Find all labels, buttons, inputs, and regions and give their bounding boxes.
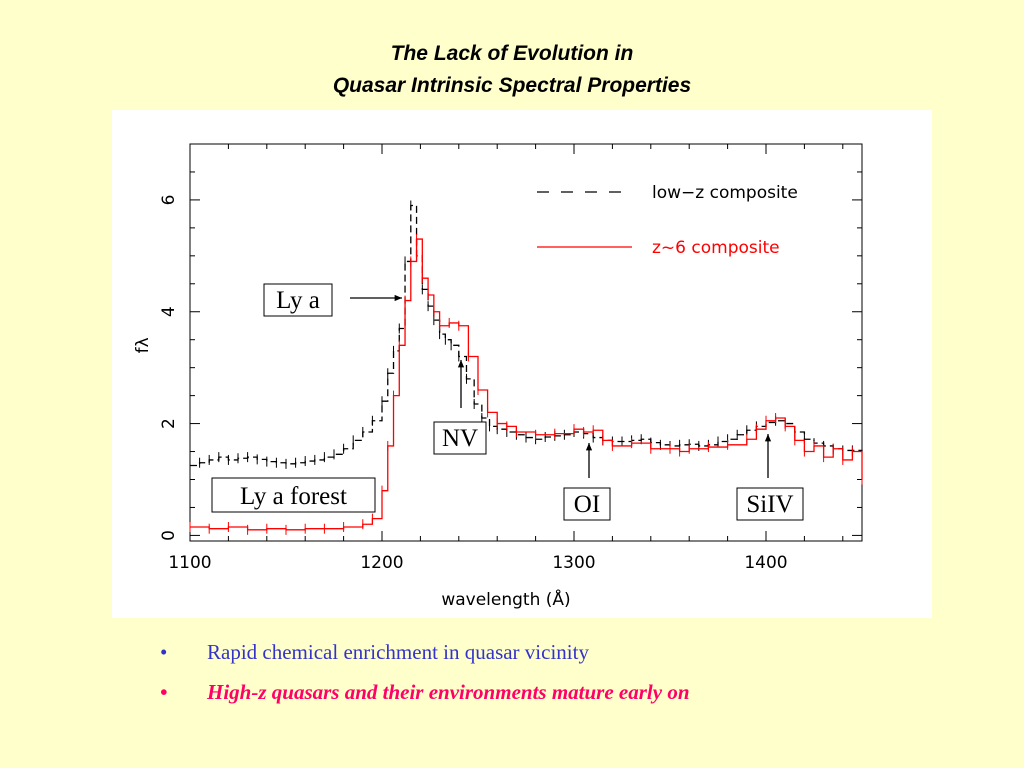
x-tick-label: 1400 xyxy=(744,553,787,573)
annotation-arrowhead xyxy=(457,360,465,368)
annotation-label: NV xyxy=(442,425,478,452)
annotation-label: OI xyxy=(574,491,600,518)
x-tick-label: 1200 xyxy=(360,553,403,573)
x-tick-label: 1300 xyxy=(552,553,595,573)
annotation-box xyxy=(563,487,611,521)
legend-entry: z~6 composite xyxy=(652,238,780,258)
annotation-label: SiIV xyxy=(746,491,793,518)
y-tick-label: 0 xyxy=(159,530,179,541)
x-tick-label: 1100 xyxy=(168,553,211,573)
annotation-arrowhead xyxy=(585,443,593,451)
spectrum-chart-svg: 1100 1200 1300 1400 0 2 4 6 wavelength (Å) fλ low−… xyxy=(133,143,863,610)
spectrum-chart: 1100 1200 1300 1400 0 2 4 6 wavelength (Å) fλ low−… xyxy=(112,110,932,618)
annotation-arrowhead xyxy=(764,434,772,442)
y-axis-label: fλ xyxy=(133,337,153,353)
annotation-box xyxy=(211,477,376,513)
legend-entry: low−z composite xyxy=(652,183,798,203)
slide-title-line1: The Lack of Evolution in xyxy=(390,42,634,65)
y-tick-label: 6 xyxy=(159,195,179,206)
bullet-marker: • xyxy=(160,680,168,704)
annotation-label: Ly a forest xyxy=(240,483,347,510)
annotation-box xyxy=(736,487,804,521)
y-tick-label: 2 xyxy=(159,418,179,429)
bullet-marker: • xyxy=(160,640,168,664)
bullet-text: High-z quasars and their environments ma… xyxy=(207,680,690,704)
bullet-text: Rapid chemical enrichment in quasar vici… xyxy=(207,640,589,664)
annotation-box xyxy=(263,283,333,317)
y-tick-label: 4 xyxy=(159,306,179,317)
x-axis-label: wavelength (Å) xyxy=(441,588,570,610)
annotation-label: Ly a xyxy=(276,287,320,314)
slide-title-line2: Quasar Intrinsic Spectral Properties xyxy=(332,74,692,97)
annotation-box xyxy=(433,421,487,455)
annotation-arrowhead xyxy=(394,294,402,302)
plot-frame xyxy=(189,143,863,542)
